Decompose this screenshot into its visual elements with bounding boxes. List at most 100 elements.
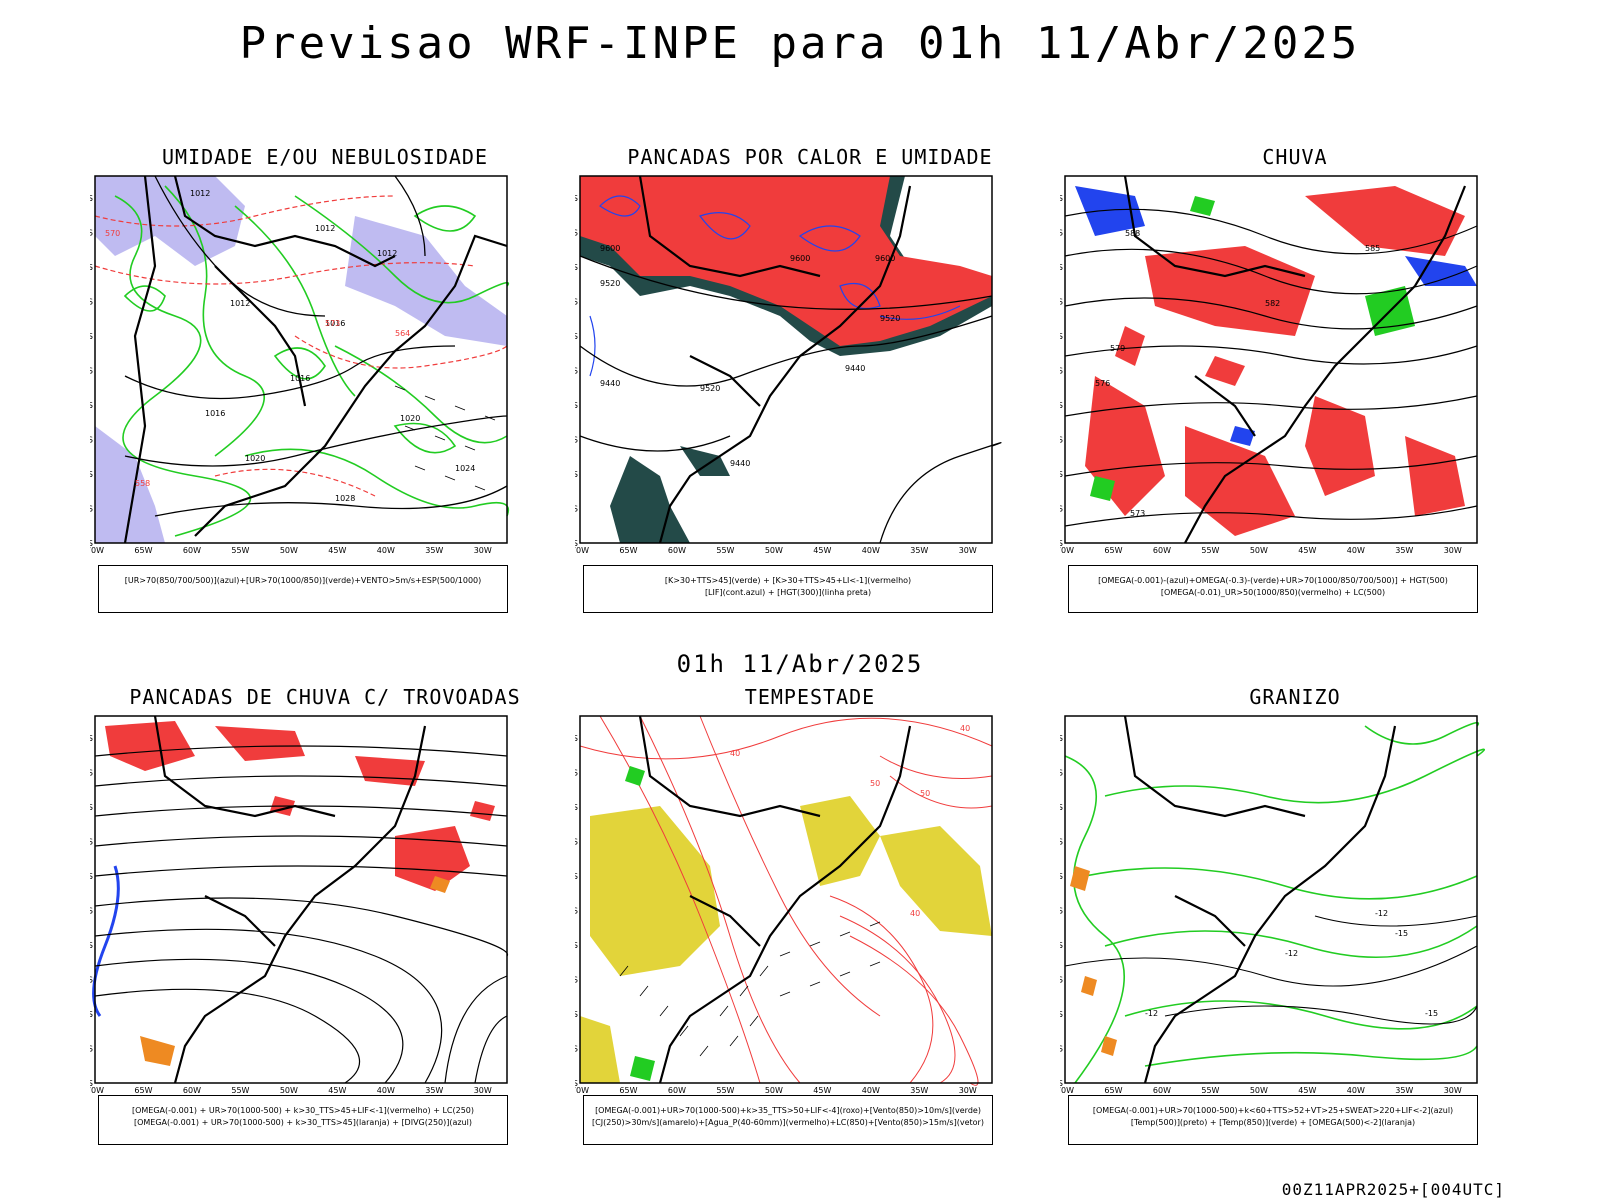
label: 40 <box>960 724 970 733</box>
lon-tick-label: 40W <box>862 1086 880 1095</box>
lat-tick-label: 36S <box>575 470 578 479</box>
panel-trovoadas: PANCADAS DE CHUVA C/ TROVOADAS <box>90 685 560 1155</box>
panel-legend: [UR>70(850/700/500)](azul)+[UR>70(1000/8… <box>98 565 508 613</box>
lat-tick-label: 18S <box>90 803 93 812</box>
legend-line: [Temp(500)](preto) + [Temp(850)](verde) … <box>1130 1118 1416 1127</box>
panel-title: TEMPESTADE <box>744 685 876 709</box>
lat-tick-label: 36S <box>1060 1010 1063 1019</box>
lon-tick-label: 55W <box>231 1086 249 1095</box>
legend-line: [OMEGA(-0.001)-(azul)+OMEGA(-0.3)-(verde… <box>1098 576 1448 585</box>
lon-tick-label: 35W <box>1395 546 1413 555</box>
lat-tick-label: 36S <box>90 470 93 479</box>
lat-axis: 12S 15S 18S 21S 24S 27S 30S 33S 36S 39S 42S <box>1060 734 1063 1088</box>
lat-tick-label: 30S <box>1060 941 1063 950</box>
panel-legend: [OMEGA(-0.001)+UR>70(1000-500)+k>35_TTS>… <box>583 1095 993 1145</box>
label: -12 <box>1285 949 1298 958</box>
lon-tick-label: 60W <box>1153 546 1171 555</box>
lat-axis: 12S 15S 18S 21S 24S 27S 30S 33S 36S 39S 42S <box>1060 194 1063 548</box>
lon-tick-label: 55W <box>231 546 249 555</box>
label: 570 <box>105 229 120 238</box>
label: 1020 <box>400 414 420 423</box>
lon-axis: 70W 65W 60W 55W 50W 45W 40W 35W 30W <box>575 546 977 555</box>
lon-tick-label: 50W <box>1250 546 1268 555</box>
lon-tick-label: 40W <box>862 546 880 555</box>
lat-tick-label: 27S <box>575 367 578 376</box>
lon-tick-label: 55W <box>1201 1086 1219 1095</box>
map-tempestade: 40 40 50 50 40 12S 15S 18S 21S 24S 27S 30S 33S 3… <box>575 715 993 1095</box>
jet-areas <box>580 796 992 1083</box>
orange-areas <box>140 876 450 1066</box>
label: -15 <box>1395 929 1408 938</box>
hgt-labels: 9600 9600 9600 9520 9520 9520 9440 9440 … <box>600 244 900 468</box>
panel-granizo: GRANIZO <box>1060 685 1530 1155</box>
lat-tick-label: 24S <box>90 332 93 341</box>
panel-title: CHUVA <box>1262 145 1328 169</box>
lon-tick-label: 60W <box>1153 1086 1171 1095</box>
panel-tempestade: TEMPESTADE <box>575 685 1045 1155</box>
label: 40 <box>730 749 740 758</box>
lat-tick-label: 39S <box>90 1045 93 1054</box>
middle-date: 01h 11/Abr/2025 <box>676 650 924 678</box>
map-trovoadas: 12S 15S 18S 21S 24S 27S 30S 33S 36S 39S 42S 70W 65W… <box>90 715 509 1095</box>
lon-tick-label: 45W <box>328 546 346 555</box>
lat-tick-label: 18S <box>1060 803 1063 812</box>
lon-axis: 70W 65W 60W 55W 50W 45W 40W 35W 30W <box>575 1086 977 1095</box>
lat-tick-label: 18S <box>575 803 578 812</box>
lon-tick-label: 45W <box>1298 1086 1316 1095</box>
lon-tick-label: 65W <box>1104 546 1122 555</box>
lat-tick-label: 42S <box>90 539 93 548</box>
label: 576 <box>1095 379 1110 388</box>
lat-tick-label: 21S <box>90 298 93 307</box>
panel-title: UMIDADE E/OU NEBULOSIDADE <box>161 145 489 169</box>
panel-umidade: UMIDADE E/OU NEBULOSIDADE <box>90 145 560 615</box>
omega-areas <box>1070 866 1117 1056</box>
lon-tick-label: 55W <box>716 1086 734 1095</box>
lat-tick-label: 33S <box>90 976 93 985</box>
wind-vectors <box>394 385 496 491</box>
label: 50 <box>920 789 930 798</box>
lat-axis: 12S 15S 18S 21S 24S 27S 30S 33S 36S 39S 42S <box>575 194 578 548</box>
lat-tick-label: 39S <box>575 1045 578 1054</box>
label: 50 <box>870 779 880 788</box>
lat-tick-label: 21S <box>1060 298 1063 307</box>
lat-tick-label: 33S <box>1060 976 1063 985</box>
lat-tick-label: 21S <box>1060 838 1063 847</box>
footer-timestamp: 00Z11APR2025+[004UTC] <box>1281 1180 1505 1199</box>
legend-line: [LIF](cont.azul) + [HGT(300)](linha pret… <box>704 588 872 597</box>
lat-tick-label: 18S <box>90 263 93 272</box>
lat-tick-label: 12S <box>1060 194 1063 203</box>
label: 9600 <box>600 244 620 253</box>
label: 1012 <box>315 224 335 233</box>
red-zone <box>580 176 992 346</box>
isobar-labels: 1012 1012 1012 1012 1016 1016 1016 1020 … <box>105 189 475 503</box>
lat-tick-label: 21S <box>90 838 93 847</box>
label: -15 <box>1425 1009 1438 1018</box>
lon-tick-label: 55W <box>716 546 734 555</box>
label: 1028 <box>335 494 355 503</box>
label: -12 <box>1375 909 1388 918</box>
lon-axis: 70W 65W 60W 55W 50W 45W 40W 35W 30W <box>1060 1086 1462 1095</box>
label: 579 <box>1110 344 1125 353</box>
panel-legend: [K>30+TTS>45](verde) + [K>30+TTS>45+LI<-… <box>583 565 993 613</box>
lat-tick-label: 36S <box>575 1010 578 1019</box>
lat-tick-label: 36S <box>1060 470 1063 479</box>
label: 1016 <box>325 319 345 328</box>
lat-tick-label: 12S <box>1060 734 1063 743</box>
temp500-contours <box>1064 915 1478 1025</box>
label: 1024 <box>455 464 475 473</box>
lat-tick-label: 39S <box>90 505 93 514</box>
lat-tick-label: 42S <box>575 539 578 548</box>
streamlines <box>94 745 509 1084</box>
lon-axis: 70W 65W 60W 55W 50W 45W 40W 35W 30W <box>1060 546 1462 555</box>
lon-tick-label: 65W <box>619 1086 637 1095</box>
lat-tick-label: 42S <box>1060 539 1063 548</box>
lon-tick-label: 45W <box>813 1086 831 1095</box>
label: 40 <box>910 909 920 918</box>
lon-tick-label: 40W <box>377 1086 395 1095</box>
lon-tick-label: 45W <box>813 546 831 555</box>
lon-tick-label: 65W <box>134 546 152 555</box>
lon-tick-label: 65W <box>619 546 637 555</box>
lon-tick-label: 30W <box>1444 1086 1462 1095</box>
label: 558 <box>135 479 150 488</box>
lon-tick-label: 60W <box>183 1086 201 1095</box>
